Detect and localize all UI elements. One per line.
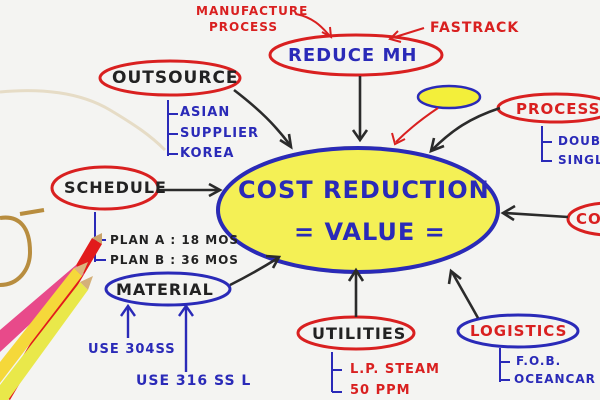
center-line-2: = VALUE = (294, 218, 446, 246)
schedule-item-1: PLAN A : 18 MOS (110, 233, 240, 247)
co-oval (566, 201, 600, 237)
material-title: MATERIAL (116, 280, 214, 299)
reduce-mh-oval (268, 33, 444, 77)
outsource-item-1: ASIAN (180, 105, 231, 120)
arrows (158, 76, 569, 319)
logistics-item-2: OCEANCAR (514, 372, 596, 386)
fastrack-label: FASTRACK (430, 20, 520, 36)
material-item-1: USE 304SS (88, 342, 176, 357)
outsource-oval (98, 59, 242, 97)
bracket-lines (94, 100, 552, 393)
process-title: PROCESS (516, 100, 600, 118)
logistics-oval (456, 313, 580, 349)
manufacture-label: MANUFACTURE (196, 4, 309, 18)
co-title: CO (576, 210, 600, 228)
manufacture-arrow (295, 13, 331, 37)
logistics-title: LOGISTICS (470, 322, 568, 340)
schedule-title: SCHEDULE (64, 178, 167, 197)
outsource-item-3: KOREA (180, 146, 235, 161)
material-arrows (120, 303, 194, 372)
pencils (0, 233, 102, 400)
process-item-1: DOUBL (558, 134, 600, 148)
reduce-mh-label: REDUCE MH (288, 45, 418, 66)
center-line-1: COST REDUCTION (238, 176, 490, 204)
glasses (0, 208, 45, 287)
fastrack-arrow (391, 27, 425, 39)
material-item-2: USE 316 SS L (136, 373, 252, 389)
schedule-item-2: PLAN B : 36 MOS (110, 253, 239, 267)
process-item-2: SINGL (558, 153, 600, 167)
outsource-item-2: SUPPLIER (180, 126, 259, 141)
schedule-oval (50, 165, 160, 211)
utilities-title: UTILITIES (312, 324, 407, 343)
yellow-blob (416, 84, 482, 110)
material-oval (104, 271, 232, 307)
process-label-top: PROCESS (209, 20, 278, 34)
cord (0, 89, 167, 152)
utilities-item-2: 50 PPM (350, 383, 411, 398)
logistics-item-1: F.O.B. (516, 354, 562, 368)
red-arrow (395, 107, 439, 143)
outsource-title: OUTSOURCE (112, 68, 239, 88)
center-highlight (216, 146, 500, 274)
utilities-item-1: L.P. STEAM (350, 362, 440, 377)
